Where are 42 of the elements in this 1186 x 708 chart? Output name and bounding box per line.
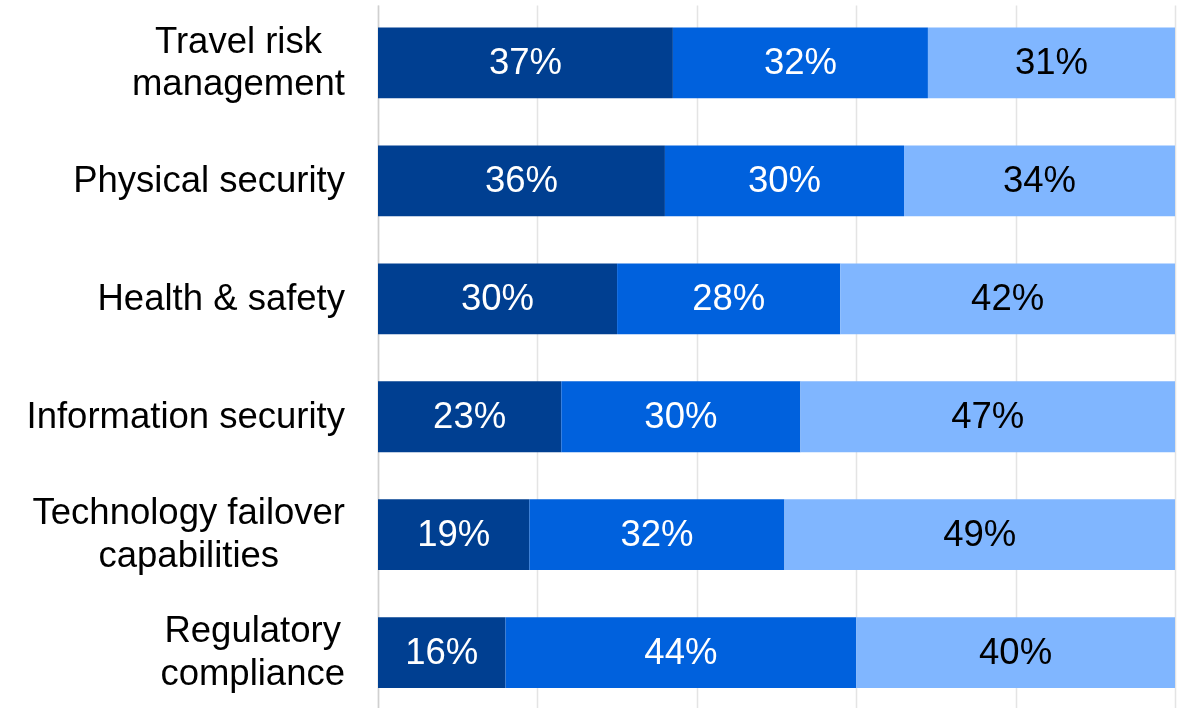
bar	[800, 381, 1175, 453]
data-label: 42%	[971, 276, 1045, 318]
data-label: 19%	[417, 512, 491, 554]
bar	[378, 145, 665, 217]
bar	[617, 263, 841, 335]
data-label: 49%	[943, 512, 1017, 554]
data-label: 28%	[692, 276, 766, 318]
data-label: 36%	[484, 158, 558, 200]
data-label: 30%	[747, 158, 821, 200]
data-label: 30%	[644, 394, 718, 436]
data-label: 34%	[1002, 158, 1077, 200]
bar	[529, 499, 785, 571]
data-label: 32%	[620, 512, 694, 554]
y-tick-label: Travel risk management	[131, 19, 346, 104]
bar	[856, 617, 1175, 689]
data-label: 23%	[433, 394, 507, 436]
bar	[904, 145, 1175, 217]
bar	[378, 263, 618, 335]
data-label: 40%	[979, 630, 1053, 672]
y-tick-label: Health & safety	[97, 276, 346, 318]
y-tick-label: Physical security	[73, 158, 346, 200]
data-label: 47%	[951, 394, 1025, 436]
y-tick-label: Regulatory compliance	[160, 609, 345, 693]
bar	[378, 381, 562, 453]
bar	[784, 499, 1175, 571]
bar	[378, 617, 506, 689]
bar	[840, 263, 1175, 335]
bar	[505, 617, 857, 689]
bar	[378, 499, 530, 571]
data-label: 32%	[763, 40, 837, 82]
y-tick-label: Information security	[26, 394, 346, 436]
y-tick-label: Technology failover capabilities	[32, 491, 345, 575]
bar	[927, 27, 1175, 99]
data-label: 44%	[644, 630, 718, 672]
bar	[664, 145, 905, 217]
bar	[672, 27, 928, 99]
bar	[561, 381, 801, 453]
data-label: 37%	[488, 40, 562, 82]
data-label: 16%	[405, 630, 479, 672]
data-label: 31%	[1014, 40, 1088, 82]
data-label: 30%	[461, 276, 535, 318]
bar	[378, 27, 673, 99]
